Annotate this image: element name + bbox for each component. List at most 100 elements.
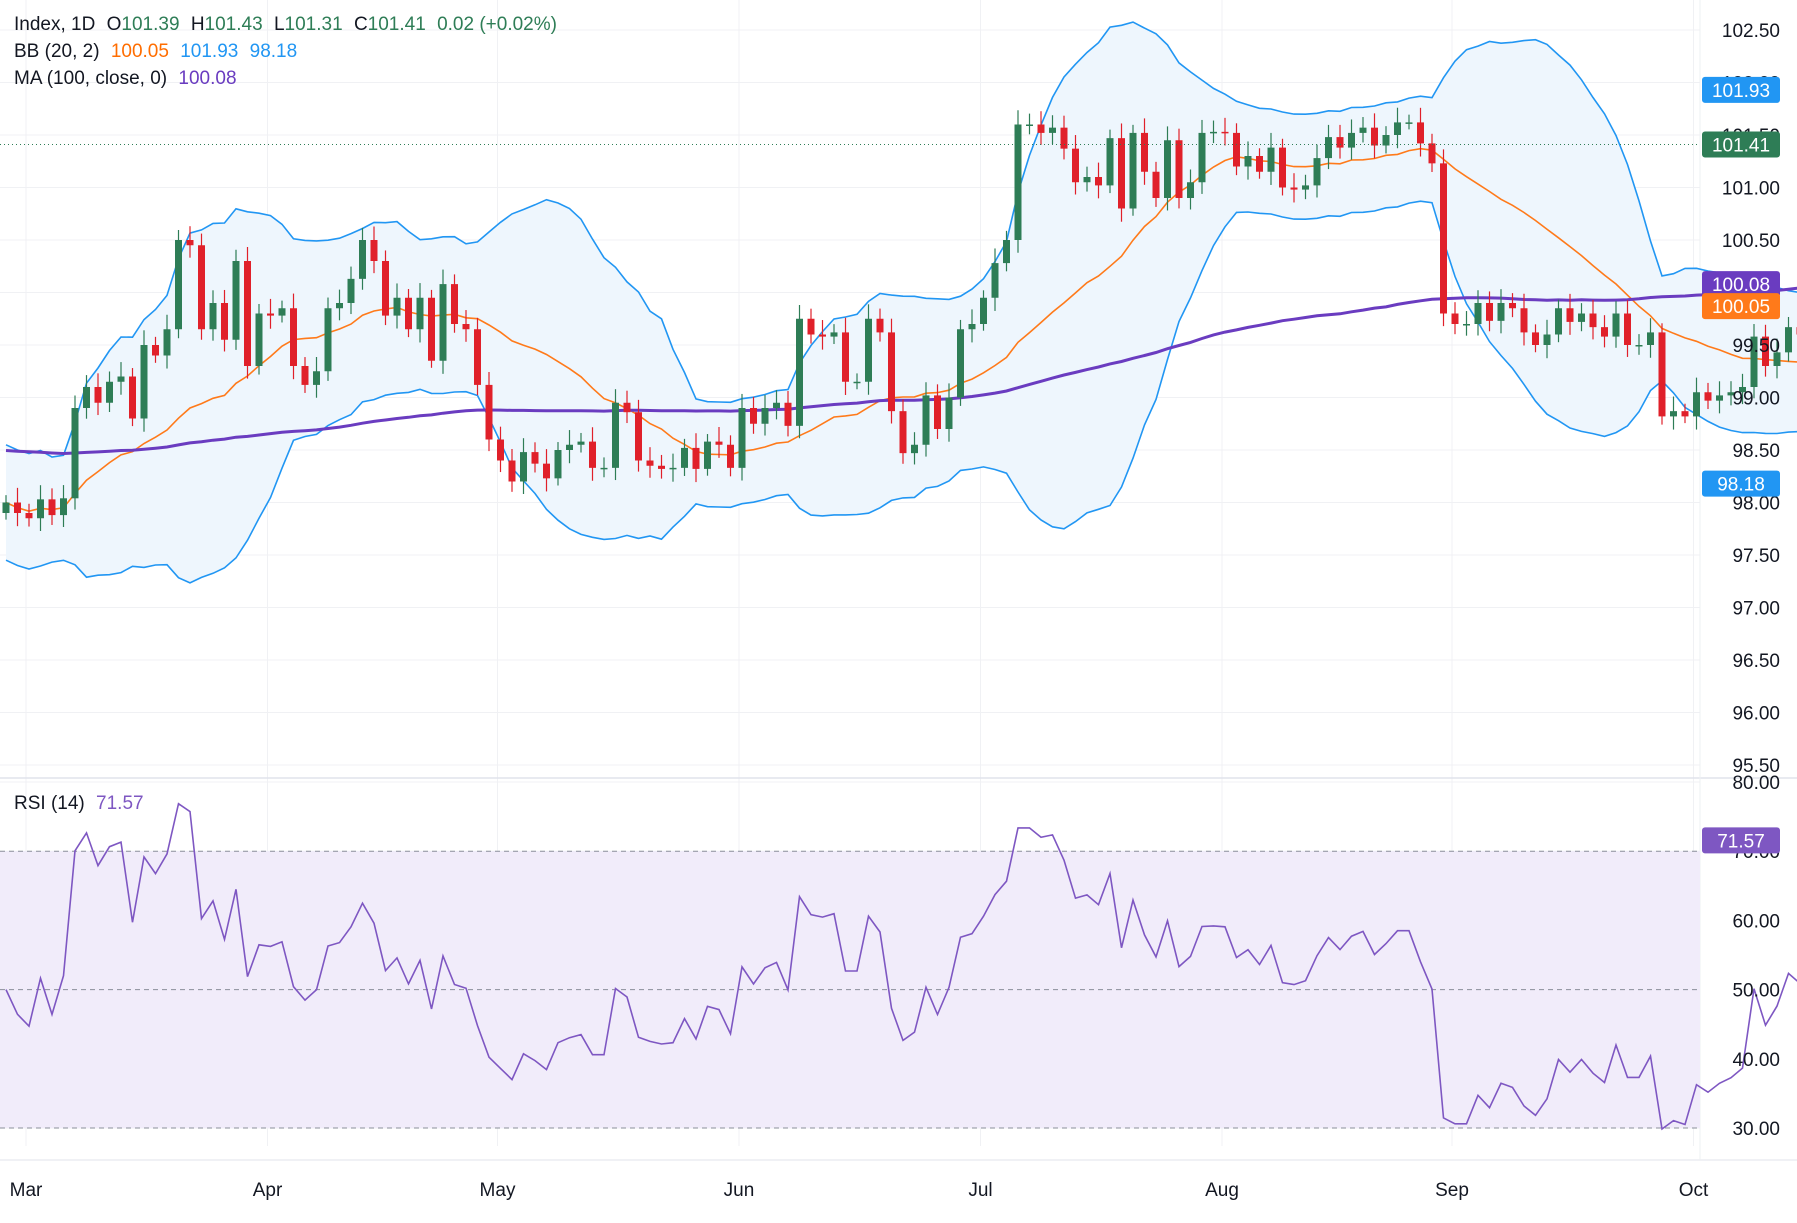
legend-high-label: H: [190, 14, 205, 35]
candle: [1428, 133, 1436, 173]
candle: [1348, 119, 1355, 160]
candle-body: [853, 381, 861, 384]
candle: [1601, 315, 1608, 348]
candle-body: [1497, 303, 1505, 321]
rsi-badge: 71.57: [1702, 827, 1780, 854]
candle: [1187, 169, 1194, 210]
legend-close: 101.41: [367, 14, 426, 35]
candle-body: [1670, 411, 1677, 417]
candle-body: [1440, 163, 1447, 314]
candle: [186, 226, 194, 258]
candle-body: [888, 332, 895, 412]
candle: [646, 447, 654, 478]
candle: [324, 297, 332, 381]
bb-mid-line: [5, 147, 1797, 513]
candle-body: [313, 371, 320, 385]
candle: [1175, 128, 1183, 209]
candle-body: [1405, 122, 1413, 124]
candle: [1658, 323, 1666, 425]
candle-body: [658, 465, 665, 469]
candle-body: [1359, 127, 1367, 133]
candle: [497, 426, 504, 473]
candle: [957, 319, 964, 406]
candle: [290, 293, 297, 380]
candle-body: [577, 441, 585, 445]
candle-body: [1417, 122, 1424, 144]
candle: [830, 324, 838, 345]
candle: [1693, 377, 1700, 430]
bb-mid-badge: 100.05: [1702, 293, 1780, 320]
candle: [1417, 107, 1424, 157]
candle: [715, 426, 723, 458]
candle: [106, 371, 113, 412]
candle-body: [1129, 132, 1137, 209]
candle-body: [232, 261, 240, 340]
candle-body: [1072, 148, 1079, 183]
candle: [934, 384, 941, 439]
candle-body: [612, 402, 619, 468]
time-tick-label: Jun: [724, 1180, 755, 1201]
candle-body: [1256, 156, 1263, 172]
legend-symbol: Index: [14, 14, 61, 35]
candle-body: [1003, 240, 1010, 264]
candle: [922, 382, 930, 457]
rsi-line: [5, 802, 1797, 1131]
rsi-value: 71.57: [96, 793, 144, 814]
candle-body: [1290, 187, 1298, 190]
candle: [658, 454, 665, 479]
candle-body: [1060, 127, 1068, 149]
candle-body: [14, 502, 21, 513]
candle: [635, 399, 642, 472]
candle-body: [796, 318, 803, 426]
candle: [968, 309, 976, 343]
bb-label: BB (20, 2): [14, 41, 100, 62]
candle-body: [1141, 132, 1148, 172]
candle-body: [543, 463, 550, 479]
candle: [1014, 110, 1022, 253]
time-tick-label: Apr: [253, 1180, 283, 1201]
candle-body: [1083, 177, 1091, 183]
candle: [761, 394, 769, 436]
bb-lower-badge: 98.18: [1702, 470, 1780, 497]
price-tick-label: 100.50: [1722, 231, 1780, 252]
candle: [175, 230, 182, 339]
candle: [198, 233, 205, 340]
candle-body: [290, 308, 297, 366]
time-tick-label: Jul: [968, 1180, 992, 1201]
candle: [83, 375, 90, 419]
candle: [1060, 115, 1068, 160]
bb-mid-badge-bg: [1702, 293, 1780, 320]
candle-body: [428, 297, 435, 361]
legend-low-label: L: [273, 14, 285, 35]
candle: [163, 314, 171, 369]
candle: [1336, 124, 1344, 159]
candle-body: [1106, 138, 1114, 186]
bb-upper-badge-bg: [1702, 76, 1780, 103]
candle-body: [255, 313, 263, 366]
price-tick-label: 97.50: [1732, 546, 1780, 567]
rsi-tick-label: 30.00: [1732, 1119, 1780, 1140]
bb-fill: [6, 22, 1797, 583]
rsi-tick-label: 50.00: [1732, 981, 1780, 1002]
candle-body: [370, 240, 378, 261]
candle: [1463, 311, 1470, 336]
candle-body: [60, 498, 67, 516]
candle: [1704, 382, 1712, 410]
candle-body: [244, 261, 251, 366]
candlesticks: [2, 107, 1797, 531]
candle-body: [1037, 124, 1045, 133]
candle-body: [911, 444, 918, 454]
ma-badge-bg: [1702, 271, 1780, 298]
candle-body: [393, 297, 401, 316]
candle-body: [336, 303, 343, 309]
candle: [945, 383, 953, 442]
candle-body: [934, 395, 941, 429]
candle: [796, 304, 803, 439]
candle: [704, 434, 711, 476]
candle: [1440, 149, 1447, 327]
candle: [1532, 324, 1539, 353]
candle: [1325, 124, 1332, 170]
candle: [1773, 338, 1781, 379]
bollinger-band-fill: [6, 22, 1797, 583]
